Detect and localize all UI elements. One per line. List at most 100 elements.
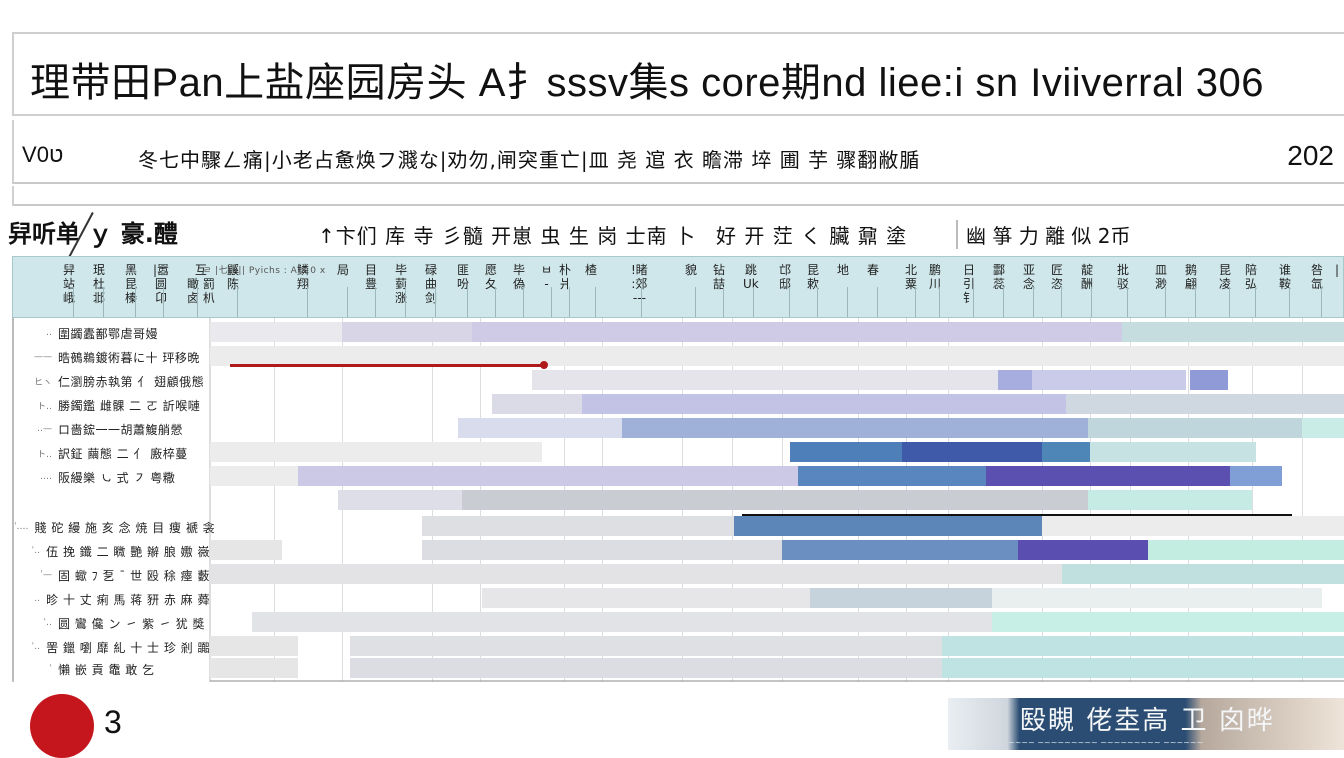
- gantt-bar[interactable]: [998, 370, 1032, 390]
- gantt-bar[interactable]: [210, 442, 542, 462]
- gantt-bar[interactable]: [350, 636, 942, 656]
- task-row-label[interactable]: ヒヽ 仁瀏膀赤執第 亻 翅顧俄態: [14, 370, 210, 392]
- task-row-label[interactable]: ‥— ロ嗇鋐一一胡蕭鰒艄憥: [14, 418, 210, 440]
- gantt-bar[interactable]: [210, 466, 298, 486]
- gantt-bar[interactable]: [1088, 418, 1302, 438]
- gantt-bar[interactable]: [252, 612, 992, 632]
- column-header[interactable]: 匠 恣: [1051, 263, 1064, 291]
- gantt-bar[interactable]: [790, 442, 902, 462]
- gantt-bar[interactable]: [992, 588, 1322, 608]
- gantt-bar[interactable]: [1230, 466, 1282, 486]
- column-header[interactable]: ㅂ -: [541, 263, 553, 291]
- task-row-label[interactable]: ト‥ 勝鐲鑑 雌髁 二 ㄛ 訢喉嗹: [14, 394, 210, 416]
- column-header[interactable]: 酃 蕊: [993, 263, 1006, 291]
- gantt-bar[interactable]: [532, 370, 998, 390]
- column-header[interactable]: |嚣 圆 卬: [153, 263, 170, 305]
- column-header[interactable]: 目 豊: [365, 263, 378, 291]
- gantt-bar[interactable]: [298, 466, 852, 486]
- gantt-bar[interactable]: [1032, 370, 1186, 390]
- column-header[interactable]: 舁 站 峨: [63, 263, 76, 305]
- task-row-label[interactable]: ˈ‥ 伍 挽 鑯 二 矀 艷 辮 朖 嫐 嶶: [14, 540, 210, 562]
- task-row-label[interactable]: ト‥ 訳鉦 繭態 二 亻 廒椊蔓: [14, 442, 210, 464]
- gantt-bar[interactable]: [942, 636, 1344, 656]
- thumbnail-banner[interactable]: 殹瞡 佬坴高 卫 囟晔 ~~~~ ~~~~~~~~~ ~~~~~~~~~ ~~~…: [948, 698, 1344, 750]
- column-header[interactable]: 跳 Uk: [743, 263, 759, 291]
- column-header[interactable]: 楂: [585, 263, 598, 277]
- task-row-label[interactable]: ˈ‥‥ 賤 砣 縵 施 亥 念 焼 目 痩 褫 衾: [14, 516, 215, 538]
- column-header[interactable]: 互 瞰 罰 卤 朳: [187, 263, 215, 305]
- column-header[interactable]: 北 粟: [905, 263, 918, 291]
- column-header[interactable]: 鼷 陈: [227, 263, 240, 291]
- gantt-bar[interactable]: [472, 322, 1122, 342]
- column-header[interactable]: 昆 凌: [1219, 263, 1232, 291]
- task-row-label[interactable]: ˈ‥ 罟 鑞 嚠 靡 糺 十 士 珍 剎 嚻: [14, 636, 210, 658]
- gantt-bar[interactable]: [350, 658, 942, 678]
- column-header[interactable]: 日 引 钅: [963, 263, 976, 305]
- task-row-label[interactable]: ‥ 昣 十 丈 痢 馬 蒋 豜 赤 麻 蕣: [14, 588, 210, 610]
- column-header[interactable]: 昆 欶: [807, 263, 820, 291]
- column-header[interactable]: 钻 喆: [713, 263, 726, 291]
- column-header[interactable]: 咎 氙: [1311, 263, 1324, 291]
- gantt-bar[interactable]: [992, 612, 1344, 632]
- gantt-bar[interactable]: [902, 442, 1042, 462]
- gantt-bar[interactable]: [1066, 394, 1344, 414]
- column-header[interactable]: 陪 弘: [1245, 263, 1258, 291]
- gantt-bar[interactable]: [210, 322, 342, 342]
- gantt-bar[interactable]: [1088, 490, 1252, 510]
- gantt-bar[interactable]: [1190, 370, 1228, 390]
- gantt-bar[interactable]: [210, 658, 298, 678]
- gantt-bar[interactable]: [338, 490, 462, 510]
- column-header[interactable]: 春: [867, 263, 880, 277]
- gantt-bar[interactable]: [942, 658, 1344, 678]
- column-header[interactable]: 朴 爿: [559, 263, 572, 291]
- column-header[interactable]: 黑 昆 榛: [125, 263, 138, 305]
- column-header[interactable]: 批 驳: [1117, 263, 1130, 291]
- gantt-bar[interactable]: [210, 346, 1344, 366]
- gantt-bar[interactable]: [1090, 442, 1256, 462]
- gantt-bar[interactable]: [492, 394, 582, 414]
- column-header[interactable]: |: [1335, 263, 1340, 277]
- column-header[interactable]: 靛 酬: [1081, 263, 1094, 291]
- task-row-label[interactable]: ‥‥ 阪縵樂 ㇃ 式 ㇇ 粤糤: [14, 466, 210, 488]
- column-header[interactable]: 地: [837, 263, 850, 277]
- column-header[interactable]: 皿 渺: [1155, 263, 1168, 291]
- column-header[interactable]: !睹 :郊 ---: [631, 263, 648, 305]
- gantt-bar[interactable]: [1122, 322, 1344, 342]
- column-header[interactable]: 匪 吩: [457, 263, 470, 291]
- gantt-bar[interactable]: [810, 588, 992, 608]
- milestone-marker-icon[interactable]: [540, 361, 548, 369]
- gantt-bar[interactable]: [422, 540, 782, 560]
- gantt-bar[interactable]: [986, 466, 1230, 486]
- column-header[interactable]: 愿 夂: [485, 263, 498, 291]
- column-header[interactable]: 碌 曲 剑: [425, 263, 438, 305]
- gantt-bar[interactable]: [1042, 442, 1090, 462]
- gantt-bar[interactable]: [482, 588, 810, 608]
- column-header[interactable]: 亚 念: [1023, 263, 1036, 291]
- gantt-bar[interactable]: [462, 490, 1088, 510]
- gantt-bar[interactable]: [1062, 564, 1344, 584]
- gantt-bar[interactable]: [1042, 516, 1344, 536]
- gantt-bar[interactable]: [210, 564, 1062, 584]
- column-header[interactable]: 鳞 翔: [297, 263, 310, 291]
- column-header[interactable]: 貌: [685, 263, 698, 277]
- column-header[interactable]: 谁 鞍: [1279, 263, 1292, 291]
- gantt-bar[interactable]: [422, 516, 734, 536]
- gantt-bar[interactable]: [458, 418, 622, 438]
- column-header[interactable]: 邙 邸: [779, 263, 792, 291]
- column-header[interactable]: 鹏 川: [929, 263, 942, 291]
- gantt-bar[interactable]: [734, 516, 1042, 536]
- task-row-label[interactable]: [14, 490, 210, 512]
- task-row-label[interactable]: ˈ— 固 蠍 ﾌ 乭 ˉ 世 殴 稌 瘞 藪: [14, 564, 210, 586]
- gantt-bar[interactable]: [342, 322, 472, 342]
- gantt-bar[interactable]: [798, 466, 986, 486]
- gantt-bar[interactable]: [1018, 540, 1148, 560]
- column-header[interactable]: 毕 偽: [513, 263, 526, 291]
- column-header[interactable]: 局: [337, 263, 350, 277]
- critical-path-line[interactable]: [230, 364, 542, 367]
- gantt-bar[interactable]: [210, 540, 282, 560]
- gantt-bar[interactable]: [582, 394, 1066, 414]
- task-row-label[interactable]: —— 晧鵺鵜鍍術暮に十 玶移晩: [14, 346, 210, 368]
- task-row-label[interactable]: ‥ 圍蠲蠹鄯鄂虐哥嫚: [14, 322, 210, 344]
- gantt-bar[interactable]: [1302, 418, 1344, 438]
